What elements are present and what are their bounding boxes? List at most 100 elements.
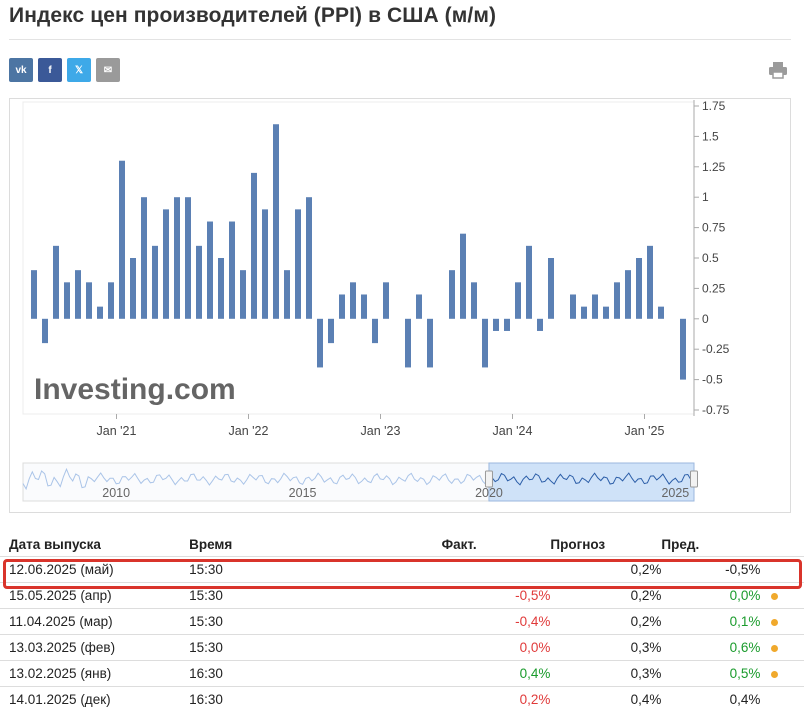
navigator-year-label: 2025 <box>661 486 689 500</box>
forecast-value-cell: 0,2% <box>550 608 662 635</box>
previous-value-cell: 0,5% <box>661 660 761 687</box>
previous-value-cell: 0,6% <box>661 634 761 661</box>
bar <box>361 294 367 319</box>
y-tick-label: 1.75 <box>702 99 726 113</box>
impact-dot-icon <box>771 644 779 652</box>
bar <box>350 282 356 319</box>
email-share-button[interactable]: ✉ <box>96 58 120 82</box>
bar <box>295 209 301 319</box>
bar <box>647 245 653 319</box>
bar <box>141 197 147 319</box>
bar <box>240 270 246 319</box>
table-row: 13.02.2025 (янв) 16:30 0,4% 0,3% 0,5% <box>0 660 804 687</box>
bar <box>482 318 488 368</box>
bar <box>262 209 268 319</box>
bar <box>449 270 455 319</box>
navigator-selected-line <box>488 472 695 486</box>
navigator-year-label: 2015 <box>289 486 317 500</box>
highlight-frame <box>3 559 802 589</box>
bar <box>42 318 48 344</box>
bar <box>284 270 290 319</box>
y-tick-label: 0.75 <box>702 221 726 235</box>
release-time-cell: 15:30 <box>189 634 442 661</box>
bar <box>185 197 191 319</box>
header-time: Время <box>189 536 233 552</box>
bar <box>53 245 59 319</box>
bar <box>130 258 136 319</box>
table-row: 13.03.2025 (фев) 15:30 0,0% 0,3% 0,6% <box>0 634 804 661</box>
impact-dot-icon <box>771 618 779 626</box>
bar <box>251 172 257 319</box>
actual-value-cell: 0,4% <box>441 660 551 687</box>
bar <box>581 306 587 319</box>
y-tick-label: 1.25 <box>702 160 726 174</box>
forecast-value-cell: 0,4% <box>550 686 662 712</box>
impact-dot-icon <box>771 670 779 678</box>
header-actual: Факт. <box>441 536 477 552</box>
bar <box>592 294 598 319</box>
actual-value-cell: 0,0% <box>441 634 551 661</box>
navigator-right-handle[interactable] <box>690 470 698 488</box>
bar <box>636 258 642 319</box>
actual-value-cell: -0,4% <box>441 608 551 635</box>
bar <box>31 270 37 319</box>
bar <box>471 282 477 319</box>
bar <box>163 209 169 319</box>
bar <box>603 306 609 319</box>
y-tick-label: 0.25 <box>702 281 726 295</box>
release-date-cell: 13.02.2025 (янв) <box>0 660 190 687</box>
bar <box>339 294 345 319</box>
table-row: 11.04.2025 (мар) 15:30 -0,4% 0,2% 0,1% <box>0 608 804 635</box>
page-title: Индекс цен производителей (PPI) в США (м… <box>9 4 497 27</box>
bar <box>229 221 235 319</box>
facebook-share-button[interactable]: f <box>38 58 62 82</box>
x-tick-label: Jan '21 <box>97 424 137 438</box>
bar <box>108 282 114 319</box>
bar <box>460 233 466 319</box>
x-tick-label: Jan '22 <box>229 424 269 438</box>
y-tick-label: 1.5 <box>702 129 719 143</box>
y-tick-label: -0.75 <box>702 403 730 417</box>
release-time-cell: 16:30 <box>189 686 442 712</box>
bar <box>196 245 202 319</box>
navigator-year-label: 2020 <box>475 486 503 500</box>
table-header-row: Дата выпуска Время Факт. Прогноз Пред. <box>0 532 804 557</box>
y-tick-label: 0 <box>702 312 709 326</box>
previous-value-cell: 0,4% <box>661 686 761 712</box>
x-share-button[interactable]: 𝕏 <box>67 58 91 82</box>
navigator-year-label: 2010 <box>102 486 130 500</box>
previous-value-cell: 0,1% <box>661 608 761 635</box>
y-tick-label: 1 <box>702 190 709 204</box>
bar <box>152 245 158 319</box>
history-table: Дата выпуска Время Факт. Прогноз Пред. 1… <box>0 532 804 712</box>
release-date-cell: 15.05.2025 (апр) <box>0 582 190 609</box>
ppi-bar-chart: Investing.com 1.75 1.5 1.25 1 0.75 0.5 0.25 0 -0.… <box>22 99 730 502</box>
bar <box>427 318 433 368</box>
y-tick-label: 0.5 <box>702 251 719 265</box>
bar <box>504 318 510 331</box>
bar <box>174 197 180 319</box>
bar <box>86 282 92 319</box>
bar <box>405 318 411 368</box>
header-previous: Пред. <box>661 536 700 552</box>
vk-share-button[interactable]: vk <box>9 58 33 82</box>
header-date[interactable]: Дата выпуска <box>9 536 101 552</box>
navigator-left-handle[interactable] <box>484 470 493 488</box>
release-date-cell: 14.01.2025 (дек) <box>0 686 190 712</box>
release-date-cell: 11.04.2025 (мар) <box>0 608 190 635</box>
bar <box>537 318 543 331</box>
title-divider <box>9 39 791 40</box>
bar <box>570 294 576 319</box>
bar <box>273 124 279 319</box>
bar <box>548 258 554 319</box>
bar <box>97 306 103 319</box>
bar <box>372 318 378 344</box>
bar <box>328 318 334 344</box>
bar <box>383 282 389 319</box>
bar <box>416 294 422 319</box>
y-tick-label: -0.5 <box>702 373 723 387</box>
navigator-line <box>22 467 487 491</box>
bar <box>207 221 213 319</box>
printer-icon[interactable] <box>767 59 789 81</box>
bar <box>306 197 312 319</box>
